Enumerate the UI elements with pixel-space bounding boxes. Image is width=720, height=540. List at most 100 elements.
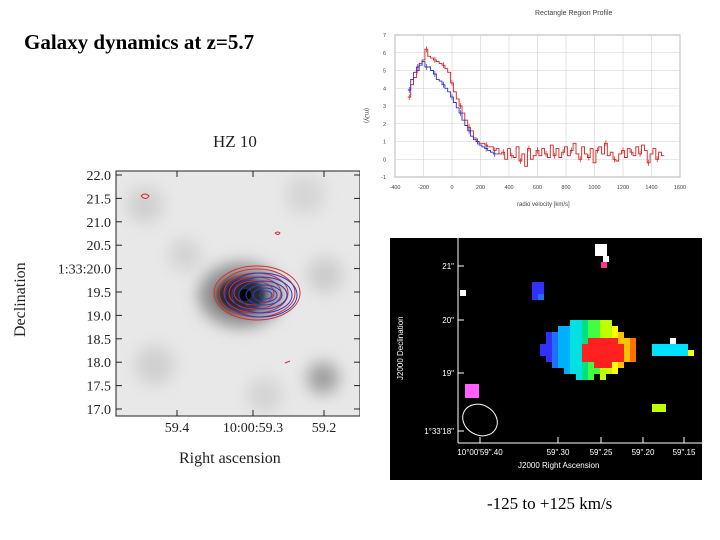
velocity-pixel: [588, 338, 594, 344]
velocity-pixel: [540, 344, 546, 350]
velocity-pixel: [612, 356, 618, 362]
contour-x-tick-labels: 59.4 10:00:59.3 59.2: [165, 171, 336, 436]
spectrum-x-tick: 800: [561, 185, 570, 191]
velocity-pixel: [618, 344, 624, 350]
velocity-pixel: [600, 368, 606, 374]
spectrum-y-tick-labels: 7 6 5 4 3 2 1 0 -1: [381, 33, 386, 181]
spectrum-y-tick: -1: [381, 175, 386, 181]
contour-map-title: HZ 10: [213, 132, 257, 151]
velocity-pixel: [546, 344, 552, 350]
beam-ellipse: [462, 403, 498, 437]
velocity-pixel-block: [603, 256, 609, 262]
velocity-pixel: [606, 368, 612, 374]
contour-map-ylabel: Declination: [12, 262, 29, 337]
velocity-pixel-block: [601, 262, 607, 268]
velocity-pixel: [558, 326, 564, 332]
velocity-pixel: [618, 356, 624, 362]
contour-y-tick: 19.5: [87, 286, 112, 301]
velocity-pixel: [558, 338, 564, 344]
velocity-pixel: [576, 332, 582, 338]
contour-y-tick: 21.5: [87, 192, 112, 207]
velocity-pixel: [582, 362, 588, 368]
velocity-pixel: [606, 344, 612, 350]
velocity-pixel: [564, 326, 570, 332]
velocity-pixel: [630, 350, 636, 356]
spectrum-y-tick: 5: [383, 69, 386, 75]
blue-contours: [224, 272, 298, 318]
velocity-pixel: [594, 326, 600, 332]
velocity-pixel: [612, 338, 618, 344]
velocity-pixel: [594, 350, 600, 356]
spectrum-x-tick: 1200: [617, 185, 629, 191]
velocity-pixel: [624, 344, 630, 350]
contour-y-tick: 21.0: [87, 216, 112, 231]
velocity-y-tick-labels: 21" 20" 19" 1°33'18": [424, 262, 464, 436]
contour-map-xlabel: Right ascension: [179, 450, 281, 467]
spectrum-y-tick: 4: [383, 86, 386, 92]
spectrum-y-tick: 1: [383, 140, 386, 146]
velocity-pixel-block: [460, 290, 466, 296]
velocity-pixel: [552, 362, 558, 368]
velocity-pixel-block: [465, 384, 479, 398]
velocity-pixel: [564, 344, 570, 350]
velocity-pixel-block: [688, 350, 694, 356]
spectrum-y-tick: 3: [383, 104, 386, 110]
velocity-pixel: [612, 332, 618, 338]
spectrum-y-tick: 6: [383, 51, 386, 57]
velocity-pixel: [588, 350, 594, 356]
velocity-pixel: [606, 338, 612, 344]
contour-y-tick: 22.0: [87, 169, 112, 184]
contour-y-tick: 20.5: [87, 239, 112, 254]
velocity-pixel: [612, 350, 618, 356]
velocity-pixel: [576, 338, 582, 344]
spectrum-series-blue: [407, 61, 499, 155]
spectrum-x-tick: 1400: [645, 185, 657, 191]
velocity-pixel: [588, 320, 594, 326]
velocity-pixel: [606, 320, 612, 326]
velocity-pixel: [570, 338, 576, 344]
contour-x-tick: 10:00:59.3: [223, 421, 283, 436]
velocity-pixel: [576, 374, 582, 380]
velocity-pixel: [582, 332, 588, 338]
velocity-pixel: [594, 362, 600, 368]
contour-map-figure: HZ 10 22.0 21.5 21.0 20.5 1:33:20.0 19.5 19.0 1…: [12, 132, 360, 467]
spectrum-y-tick: 2: [383, 122, 386, 128]
velocity-pixel: [600, 350, 606, 356]
velocity-y-tick: 19": [442, 369, 454, 378]
velocity-y-tick: 20": [442, 316, 454, 325]
velocity-pixel: [582, 350, 588, 356]
velocity-pixel-block: [670, 338, 676, 344]
velocity-pixel: [582, 344, 588, 350]
velocity-pixel: [630, 344, 636, 350]
velocity-pixel: [570, 332, 576, 338]
velocity-pixel: [546, 332, 552, 338]
velocity-pixel: [624, 338, 630, 344]
velocity-pixel: [612, 344, 618, 350]
velocity-pixel: [558, 362, 564, 368]
velocity-pixel: [576, 326, 582, 332]
velocity-pixel: [612, 368, 618, 374]
spectrum-y-tick: 0: [383, 157, 386, 163]
velocity-x-tick: 59".30: [547, 448, 570, 457]
contour-y-tick-labels: 22.0 21.5 21.0 20.5 1:33:20.0 19.5 19.0 18.5 18.…: [58, 169, 360, 418]
velocity-pixel: [588, 326, 594, 332]
velocity-pixel: [564, 356, 570, 362]
velocity-pixel: [576, 350, 582, 356]
slide-title: Galaxy dynamics at z=5.7: [24, 30, 255, 54]
velocity-pixel: [600, 320, 606, 326]
velocity-pixel: [594, 344, 600, 350]
velocity-pixel: [564, 362, 570, 368]
velocity-pixel-block: [652, 404, 666, 412]
velocity-pixel: [576, 356, 582, 362]
velocity-pixel: [588, 374, 594, 380]
velocity-field-map: 21" 20" 19" 1°33'18" 10°00'59".40 59".30 59".…: [390, 238, 702, 480]
velocity-pixel: [594, 368, 600, 374]
velocity-pixel: [570, 320, 576, 326]
velocity-pixel: [576, 344, 582, 350]
velocity-pixel: [594, 332, 600, 338]
velocity-pixel: [570, 344, 576, 350]
velocity-pixel: [540, 350, 546, 356]
velocity-pixel: [600, 332, 606, 338]
velocity-pixel: [594, 338, 600, 344]
velocity-pixel: [570, 326, 576, 332]
